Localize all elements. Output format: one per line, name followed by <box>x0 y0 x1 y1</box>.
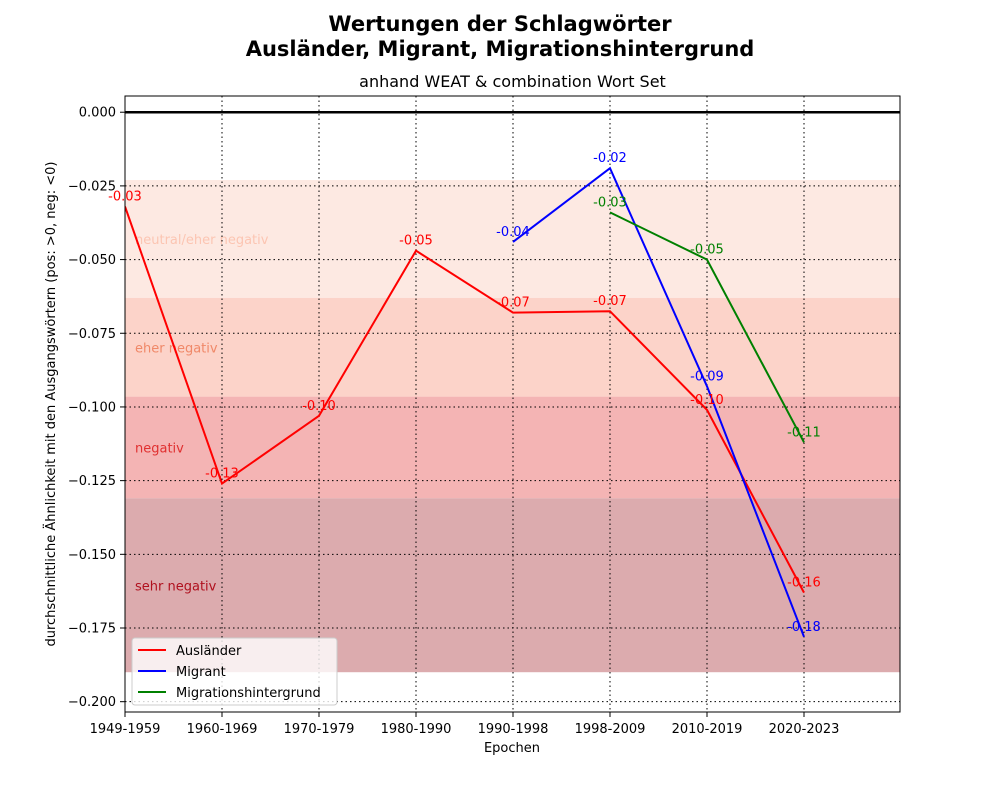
x-axis: 1949-1959 1960-1969 1970-1979 1980-1990 1990… <box>90 712 840 737</box>
chart-title-line-1: Wertungen der Schlagwörter <box>328 12 672 36</box>
legend-label: Ausländer <box>176 644 242 659</box>
x-tick-label: 1990-1998 <box>478 722 549 737</box>
y-tick-label: −0.125 <box>68 474 116 489</box>
legend: Ausländer Migrant Migrationshintergrund <box>131 637 338 706</box>
x-axis-label: Epochen <box>484 741 540 756</box>
data-label: -0.10 <box>302 399 336 414</box>
x-tick-label: 2010-2019 <box>672 722 743 737</box>
x-tick-label: 1960-1969 <box>187 722 258 737</box>
data-label: -0.09 <box>690 369 724 384</box>
y-tick-label: −0.150 <box>68 548 116 563</box>
y-tick-label: −0.175 <box>68 622 116 637</box>
x-tick-label: 1949-1959 <box>90 722 161 737</box>
chart-subtitle: anhand WEAT & combination Wort Set <box>359 72 666 91</box>
data-label: -0.05 <box>690 243 724 258</box>
data-label: -0.07 <box>496 296 530 311</box>
y-axis: 0.000 −0.025 −0.050 −0.075 −0.100 −0.125 −0.15… <box>68 106 125 710</box>
x-tick-label: 1998-2009 <box>575 722 646 737</box>
series-lines <box>125 166 805 638</box>
band-label: eher negativ <box>135 341 218 356</box>
y-tick-label: −0.075 <box>68 327 116 342</box>
series-line <box>125 206 805 594</box>
band-label: neutral/eher negativ <box>135 233 269 248</box>
y-tick-label: −0.100 <box>68 400 116 415</box>
data-label: -0.11 <box>787 425 821 440</box>
x-tick-label: 1980-1990 <box>381 722 452 737</box>
grid-lines <box>124 96 900 712</box>
data-label: -0.03 <box>593 195 627 210</box>
data-label: -0.13 <box>205 467 239 482</box>
data-label: -0.02 <box>593 151 627 166</box>
data-label: -0.04 <box>496 225 530 240</box>
series-line <box>512 166 805 638</box>
band-label: neutral <box>135 106 182 121</box>
data-label: -0.10 <box>690 393 724 408</box>
x-tick-label: 2020-2023 <box>769 722 840 737</box>
x-tick-label: 1970-1979 <box>284 722 355 737</box>
legend-label: Migrant <box>176 665 226 680</box>
chart-title-line-2: Ausländer, Migrant, Migrationshintergrun… <box>245 37 755 61</box>
band-label: sehr negativ <box>135 579 217 594</box>
data-label: -0.05 <box>399 234 433 249</box>
y-tick-label: −0.025 <box>68 179 116 194</box>
band-label: negativ <box>135 441 184 456</box>
series-line <box>609 211 805 443</box>
data-label: -0.18 <box>787 620 821 635</box>
data-label: -0.16 <box>787 576 821 591</box>
data-label: -0.07 <box>593 294 627 309</box>
y-tick-label: −0.050 <box>68 253 116 268</box>
legend-box <box>131 637 338 706</box>
band-labels: neutral neutral/eher negativ eher negativ n… <box>135 106 269 594</box>
y-tick-label: −0.200 <box>68 695 116 710</box>
y-axis-label: durchschnittliche Ähnlichkeit mit den Au… <box>43 161 59 646</box>
y-tick-label: 0.000 <box>79 106 116 121</box>
legend-label: Migrationshintergrund <box>176 686 321 701</box>
